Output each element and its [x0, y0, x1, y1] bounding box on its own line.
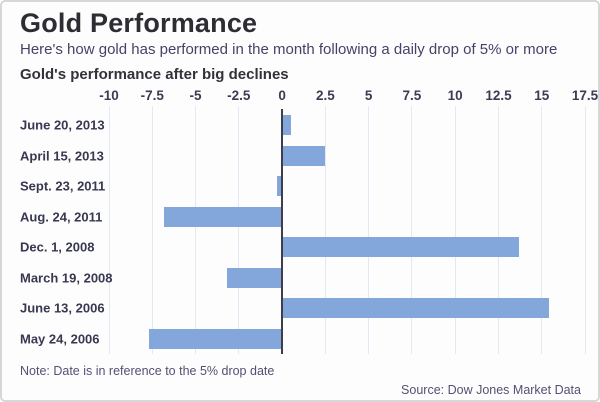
- zero-axis-line: [281, 109, 284, 354]
- gridline: [238, 106, 240, 354]
- x-tick-label: 5: [364, 88, 373, 103]
- gridline: [454, 106, 456, 354]
- x-tick-label: 0: [278, 88, 286, 103]
- gridline: [497, 106, 499, 354]
- category-label: Aug. 24, 2011: [20, 209, 103, 225]
- gridline: [195, 106, 197, 354]
- bar: [282, 237, 520, 258]
- page-title: Gold Performance: [20, 8, 258, 38]
- x-tick-label: -2.5: [227, 88, 251, 103]
- bar: [282, 115, 291, 136]
- gridline: [151, 106, 153, 354]
- category-label: April 15, 2013: [20, 148, 104, 164]
- gridline: [411, 106, 413, 354]
- gridline: [584, 106, 586, 354]
- bar: [282, 298, 549, 319]
- x-tick-label: 2.5: [315, 88, 335, 103]
- bar: [282, 145, 326, 166]
- x-tick-label: -7.5: [140, 88, 164, 103]
- x-tick-label: 15: [534, 88, 550, 103]
- x-tick-label: 10: [447, 88, 463, 103]
- x-tick-label: -10: [99, 88, 119, 103]
- bar: [164, 206, 283, 227]
- x-tick-label: 17.5: [571, 88, 599, 103]
- x-tick-label: 7.5: [402, 88, 422, 103]
- gridline: [108, 106, 110, 354]
- x-tick-label: -5: [189, 88, 202, 103]
- category-label: June 13, 2006: [20, 300, 105, 316]
- chart-note: Note: Date is in reference to the 5% dro…: [20, 364, 275, 378]
- bar: [226, 267, 283, 288]
- gridline: [541, 106, 543, 354]
- bar-chart: -10 -7.5 -5 -2.5 0 2.5 5 7.5 10 12.5 15 17.5 June 20…: [2, 88, 599, 358]
- bar: [148, 328, 283, 349]
- chart-source: Source: Dow Jones Market Data: [401, 383, 581, 397]
- x-tick-label: 12.5: [485, 88, 512, 103]
- category-label: March 19, 2008: [20, 270, 113, 286]
- gridline: [368, 106, 370, 354]
- chart-title: Gold's performance after big declines: [20, 66, 289, 83]
- category-label: May 24, 2006: [20, 331, 100, 347]
- bar: [276, 176, 283, 197]
- category-label: Sept. 23, 2011: [20, 178, 106, 194]
- category-label: Dec. 1, 2008: [20, 239, 95, 255]
- subtitle: Here's how gold has performed in the mon…: [20, 41, 558, 58]
- category-label: June 20, 2013: [20, 117, 105, 133]
- gridline: [324, 106, 326, 354]
